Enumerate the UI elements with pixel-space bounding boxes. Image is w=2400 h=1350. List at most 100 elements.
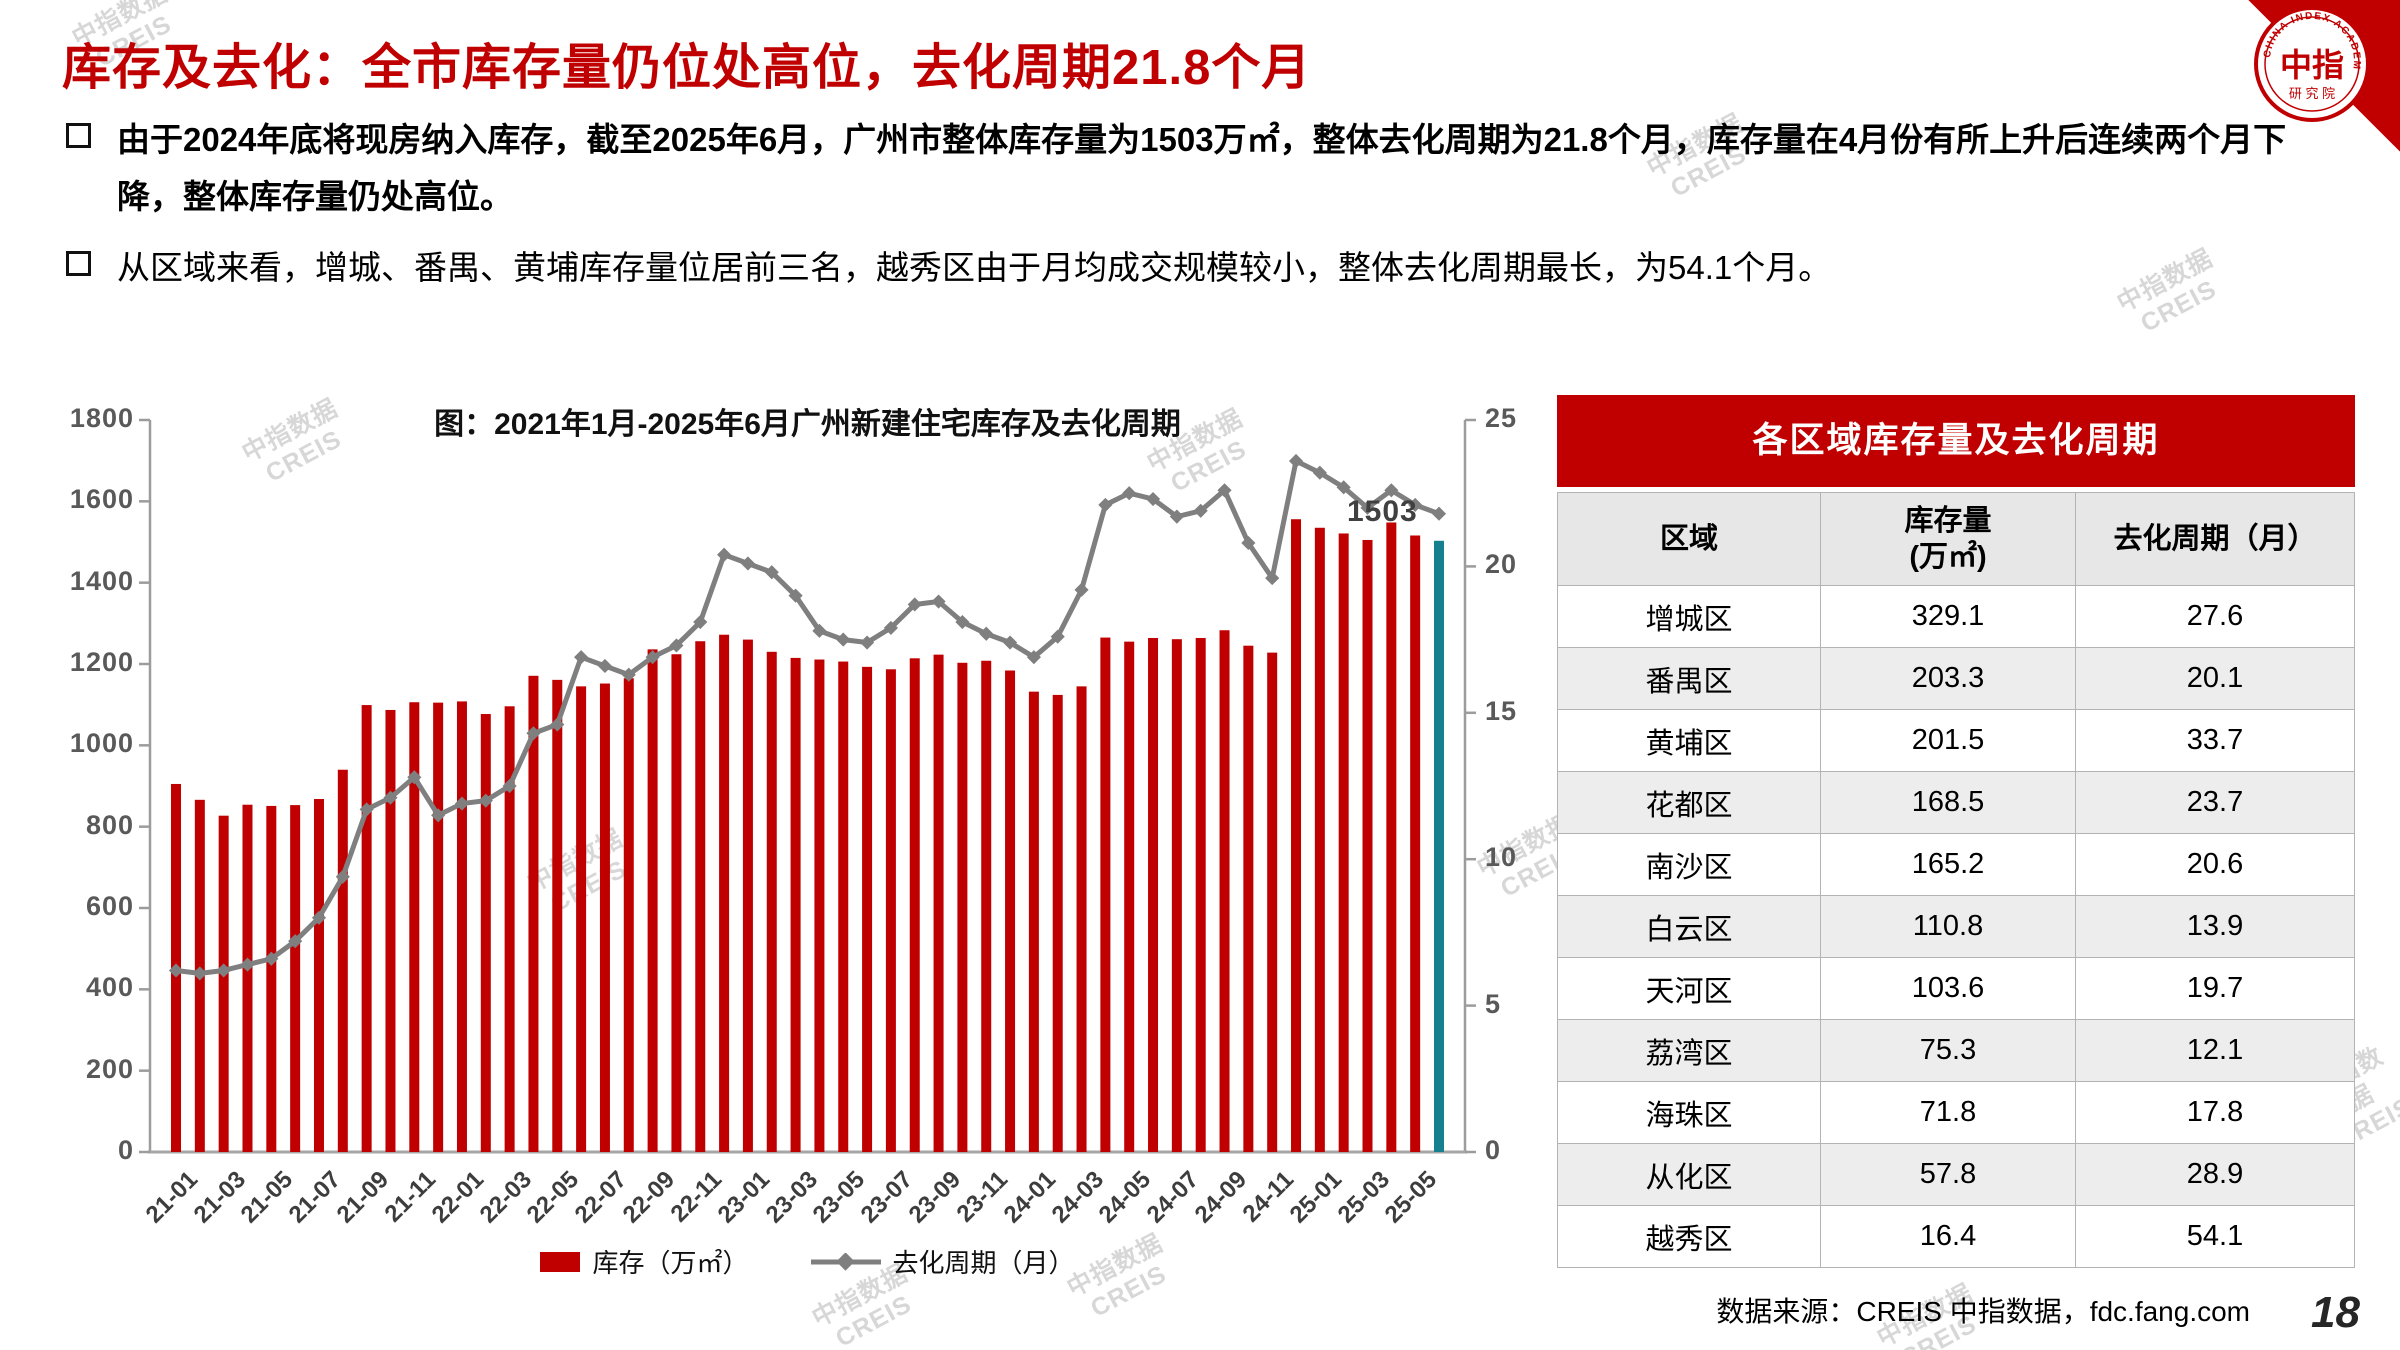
x-axis-tick: 25-01 — [1284, 1166, 1347, 1229]
table-cell: 17.8 — [2075, 1081, 2355, 1144]
y-axis-left-tick: 800 — [85, 809, 134, 840]
x-axis-tick: 22-07 — [569, 1166, 633, 1229]
inventory-bar — [528, 675, 539, 1152]
table-cell: 203.3 — [1819, 647, 2077, 710]
x-axis-tick: 23-07 — [855, 1166, 918, 1229]
y-axis-right-tick: 25 — [1485, 403, 1518, 433]
table-row: 增城区 329.1 27.6 — [1557, 585, 2355, 648]
inventory-bar — [719, 634, 730, 1152]
table-cell: 12.1 — [2075, 1019, 2355, 1082]
table-column-header: 库存量 (万㎡) — [1819, 492, 2077, 586]
legend-bar-swatch-icon — [540, 1251, 581, 1272]
table-cell: 28.9 — [2075, 1143, 2355, 1206]
inventory-bar — [1028, 691, 1039, 1152]
table-cell: 白云区 — [1557, 895, 1821, 958]
table-column-header: 区域 — [1557, 492, 1821, 586]
x-axis-tick: 21-05 — [235, 1166, 299, 1229]
inventory-bar — [647, 649, 658, 1152]
inventory-bar — [1100, 637, 1111, 1152]
inventory-bar — [1052, 694, 1063, 1152]
x-axis-tick: 25-03 — [1332, 1166, 1395, 1229]
bullet-text: 从区域来看，增城、番禺、黄埔库存量位居前三名，越秀区由于月均成交规模较小，整体去… — [117, 248, 1832, 286]
latest-inventory-value-label: 1503 — [1347, 494, 1418, 528]
region-table: 各区域库存量及去化周期 区域 库存量 (万㎡) 去化周期（月） 增城区 329.1 27… — [1557, 395, 2355, 1268]
table-cell: 103.6 — [1819, 957, 2077, 1020]
chart-legend: 库存（万㎡） 去化周期（月） — [150, 1243, 1465, 1280]
x-axis-tick: 22-09 — [617, 1166, 680, 1229]
table-row: 荔湾区 75.3 12.1 — [1557, 1019, 2355, 1082]
x-axis-tick: 22-03 — [474, 1166, 537, 1229]
inventory-bar — [862, 666, 873, 1152]
y-axis-left-tick: 1200 — [69, 647, 134, 677]
table-cell: 54.1 — [2075, 1205, 2355, 1268]
data-source: 数据来源：CREIS 中指数据，fdc.fang.com — [1716, 1296, 2250, 1327]
table-cell: 16.4 — [1819, 1205, 2077, 1268]
table-row: 番禺区 203.3 20.1 — [1557, 647, 2355, 710]
table-cell: 75.3 — [1819, 1019, 2077, 1082]
table-cell: 越秀区 — [1557, 1205, 1821, 1268]
inventory-bar — [1410, 535, 1421, 1152]
inventory-bar — [266, 805, 277, 1152]
y-axis-right-tick: 10 — [1485, 842, 1518, 873]
table-cell: 27.6 — [2075, 585, 2355, 648]
inventory-bar — [1243, 645, 1254, 1152]
x-axis-tick: 24-09 — [1189, 1166, 1252, 1229]
y-axis-left-tick: 1000 — [69, 728, 134, 759]
inventory-bar — [361, 705, 372, 1152]
y-axis-right-tick: 5 — [1485, 988, 1502, 1019]
x-axis-tick: 25-05 — [1379, 1166, 1443, 1229]
inventory-bar — [552, 679, 563, 1152]
china-index-academy-logo-icon: CHINA INDEX ACADEMY 中指 研 究 院 — [2252, 4, 2370, 122]
table-cell: 花都区 — [1557, 771, 1821, 834]
table-cell: 201.5 — [1819, 709, 2077, 772]
x-axis-tick: 23-03 — [760, 1166, 823, 1229]
x-axis-tick: 22-05 — [521, 1166, 585, 1229]
x-axis-tick: 23-11 — [951, 1166, 1014, 1228]
inventory-bar — [313, 799, 324, 1152]
x-axis-tick: 21-01 — [140, 1166, 204, 1229]
y-axis-right-tick: 20 — [1485, 549, 1518, 580]
y-axis-right-tick: 15 — [1485, 695, 1518, 726]
inventory-bar — [242, 804, 253, 1152]
table-cell: 165.2 — [1819, 833, 2077, 896]
x-axis-tick: 21-11 — [379, 1166, 442, 1228]
chart-title: 图：2021年1月-2025年6月广州新建住宅库存及去化周期 — [434, 408, 1181, 441]
svg-text:中指: 中指 — [2280, 47, 2344, 83]
inventory-bar — [814, 659, 825, 1152]
inventory-bar — [385, 709, 396, 1152]
table-cell: 329.1 — [1819, 585, 2077, 648]
inventory-bar — [290, 805, 301, 1152]
table-row: 越秀区 16.4 54.1 — [1557, 1205, 2355, 1268]
x-axis-tick: 23-01 — [712, 1166, 776, 1229]
table-header: 区域 库存量 (万㎡) 去化周期（月） — [1557, 492, 2355, 586]
inventory-bar — [790, 657, 801, 1152]
table-cell: 20.1 — [2075, 647, 2355, 710]
y-axis-left-tick: 1800 — [69, 403, 134, 433]
svg-text:研 究 院: 研 究 院 — [2289, 86, 2335, 101]
inventory-bar — [1314, 527, 1325, 1152]
inventory-bar — [1219, 630, 1230, 1152]
table-cell: 23.7 — [2075, 771, 2355, 834]
inventory-bar — [885, 669, 896, 1152]
x-axis-tick: 21-07 — [283, 1166, 347, 1229]
table-cell: 13.9 — [2075, 895, 2355, 958]
x-axis-tick: 24-07 — [1141, 1166, 1204, 1229]
legend-line-swatch-icon — [810, 1252, 881, 1271]
y-axis-left-tick: 200 — [85, 1053, 134, 1084]
table-cell: 海珠区 — [1557, 1081, 1821, 1144]
summary-bullets: 由于2024年底将现房纳入库存，截至2025年6月，广州市整体库存量为1503万… — [66, 112, 2342, 310]
x-axis-tick: 24-03 — [1046, 1166, 1109, 1229]
inventory-bar — [433, 702, 444, 1152]
inventory-bar — [576, 686, 587, 1152]
x-axis-tick: 24-05 — [1093, 1166, 1157, 1229]
x-axis-tick: 22-11 — [665, 1166, 728, 1228]
bullet-text: 由于2024年底将现房纳入库存，截至2025年6月，广州市整体库存量为1503万… — [117, 121, 2287, 215]
inventory-bar — [409, 702, 420, 1152]
inventory-bar — [504, 706, 515, 1152]
inventory-bar — [957, 662, 968, 1152]
page-number: 18 — [2311, 1288, 2360, 1337]
table-cell: 19.7 — [2075, 957, 2355, 1020]
y-axis-left-tick: 1400 — [69, 565, 134, 596]
